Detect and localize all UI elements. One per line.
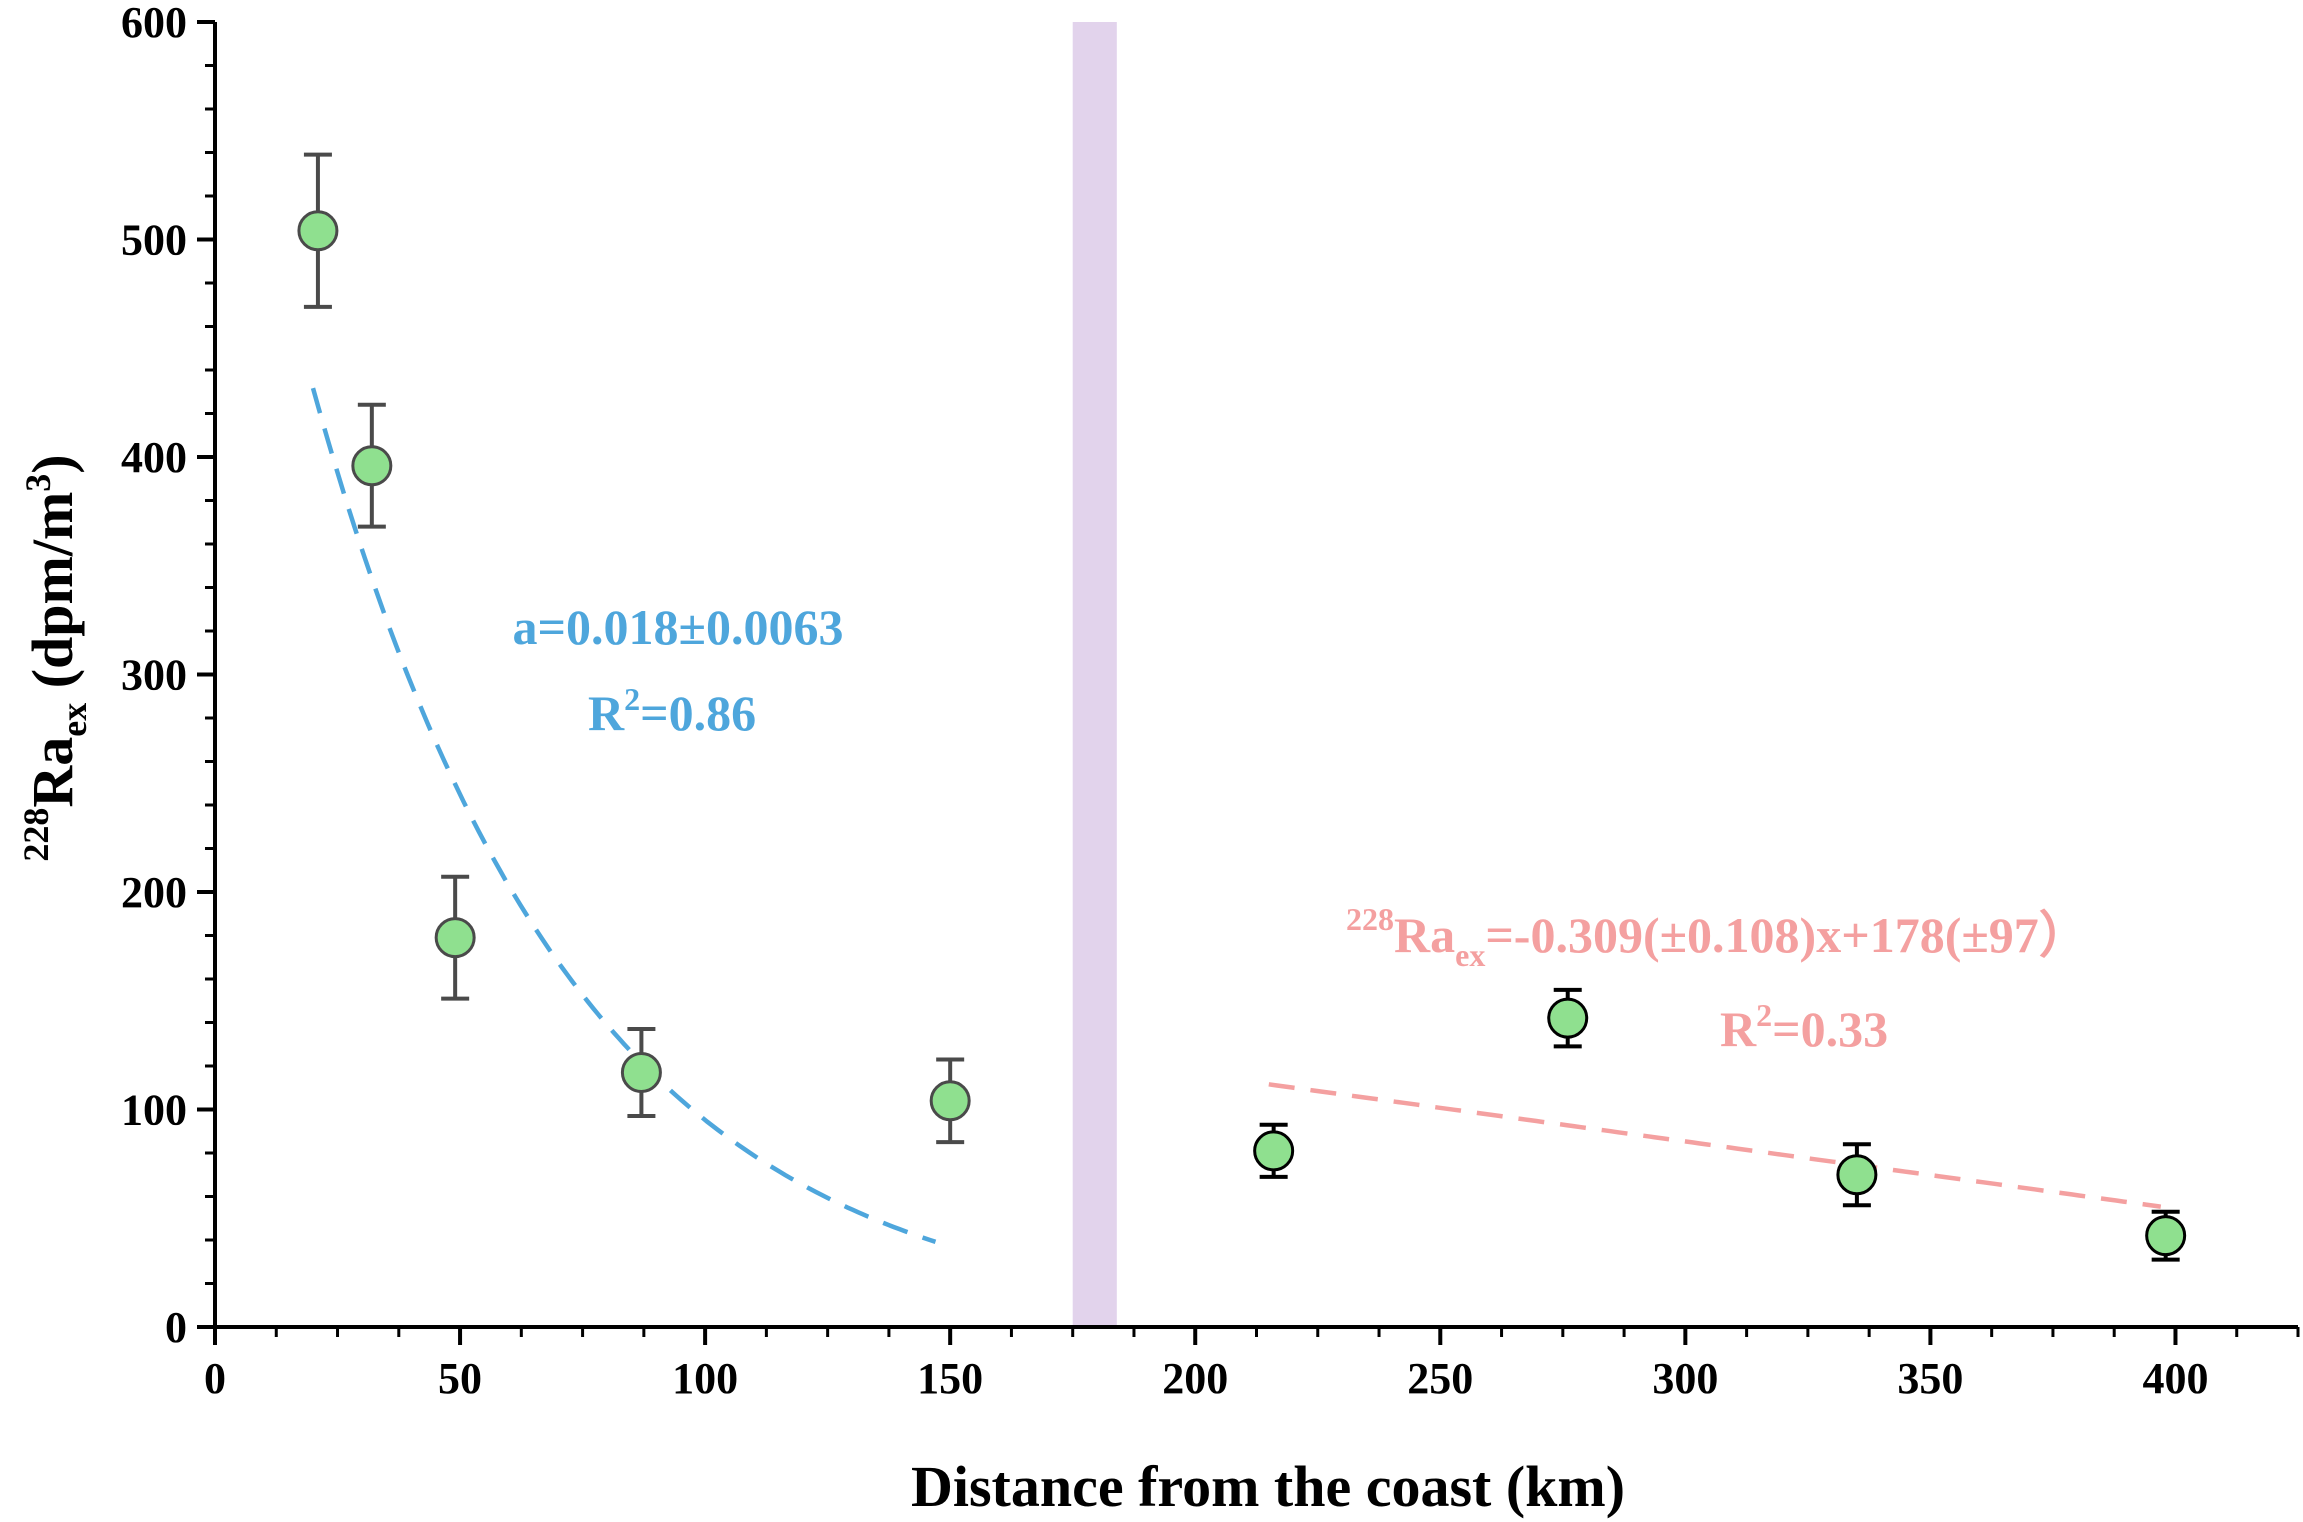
lin-r2-value: =0.33 <box>1772 1001 1888 1057</box>
x-tick-label: 250 <box>1407 1354 1473 1403</box>
exponential-fit-line <box>310 387 937 1244</box>
marker <box>2145 1215 2187 1257</box>
x-axis-title: Distance from the coast (km) <box>911 1454 1625 1519</box>
data-point <box>297 152 339 309</box>
data-point <box>2145 1209 2187 1262</box>
exp-r2-value: =0.86 <box>640 685 756 741</box>
exp-fit-annotation-r2: R2=0.86 <box>588 681 756 741</box>
lin-r2-prefix: R <box>1720 1001 1757 1057</box>
exp-r2-sup: 2 <box>624 681 640 717</box>
x-tick-label: 400 <box>2142 1354 2208 1403</box>
lin-r2-sup: 2 <box>1756 997 1772 1033</box>
lin-equation: =-0.309(±0.108)x+178(±97） <box>1485 907 2088 963</box>
y-title-sub: ex <box>54 703 94 737</box>
band-layer <box>1072 22 1117 1327</box>
y-title-main: Ra <box>20 737 85 808</box>
data-point <box>351 402 393 529</box>
exp-fit-annotation-line1: a=0.018±0.0063 <box>513 599 844 655</box>
lin-main: Ra <box>1394 907 1455 963</box>
fit-layer <box>310 387 2162 1244</box>
linear-fit-line <box>1268 1082 2162 1209</box>
lin-fit-annotation-r2: R2=0.33 <box>1720 997 1888 1057</box>
marker <box>434 917 476 959</box>
lin-sub: ex <box>1455 937 1485 973</box>
boundary-band <box>1072 22 1117 1327</box>
y-tick-label: 400 <box>121 433 187 482</box>
marker <box>620 1052 662 1094</box>
data-point <box>1836 1142 1878 1208</box>
y-tick-label: 0 <box>165 1303 187 1352</box>
x-tick-label: 100 <box>672 1354 738 1403</box>
marker <box>297 210 339 252</box>
x-tick-label: 150 <box>917 1354 983 1403</box>
y-title-sup: 228 <box>16 808 56 862</box>
x-tick-label: 350 <box>1897 1354 1963 1403</box>
y-tick-label: 300 <box>121 651 187 700</box>
y-title-unit: (dpm/m <box>20 492 85 703</box>
marker <box>929 1080 971 1122</box>
data-point <box>620 1027 662 1119</box>
exp-r2-prefix: R <box>588 685 625 741</box>
y-axis-title: 228Raex (dpm/m3) <box>16 454 94 861</box>
marker <box>1836 1154 1878 1196</box>
lin-sup: 228 <box>1346 901 1394 937</box>
data-point <box>434 874 476 1001</box>
marker <box>351 445 393 487</box>
y-tick-label: 500 <box>121 216 187 265</box>
data-point <box>1547 987 1589 1049</box>
y-tick-label: 100 <box>121 1086 187 1135</box>
y-tick-label: 600 <box>121 0 187 47</box>
x-tick-label: 300 <box>1652 1354 1718 1403</box>
axes-layer: 0 50 100 150 200 250 300 350 400 0 100 200 300 400 500… <box>121 0 2300 1403</box>
lin-fit-annotation-line1: 228Raex=-0.309(±0.108)x+178(±97） <box>1346 901 2089 973</box>
x-tick-label: 0 <box>204 1354 226 1403</box>
x-tick-label: 50 <box>438 1354 482 1403</box>
x-tick-label: 200 <box>1162 1354 1228 1403</box>
marker <box>1253 1130 1295 1172</box>
data-point <box>929 1057 971 1145</box>
data-point <box>1253 1122 1295 1179</box>
y-tick-label: 200 <box>121 868 187 917</box>
point-layer <box>297 152 2187 1262</box>
y-title-unit-sup: 3 <box>18 474 58 492</box>
marker <box>1547 997 1589 1039</box>
y-title-unit-close: ) <box>20 454 85 473</box>
